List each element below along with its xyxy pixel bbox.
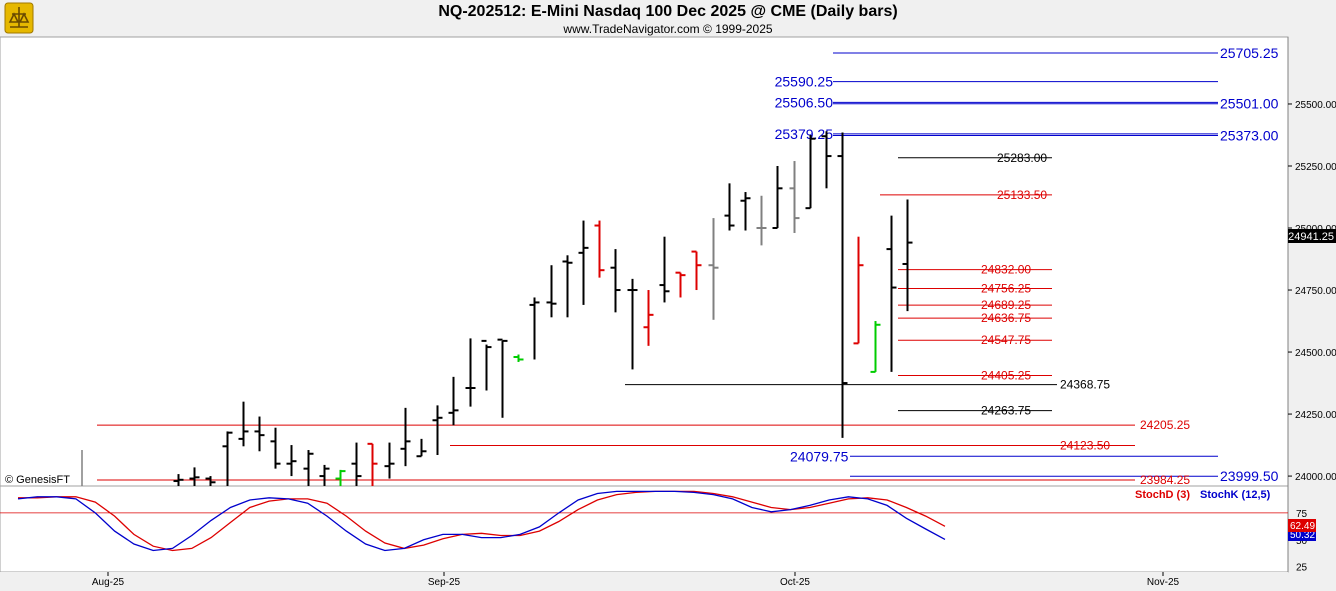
stoch-tick-label: 75 — [1296, 509, 1308, 520]
date-axis — [0, 572, 1288, 591]
price-tick-label: 24000.00 — [1295, 472, 1336, 483]
level-label: 25506.50 — [775, 94, 834, 110]
level-label: 24123.50 — [1060, 438, 1110, 452]
level-label: 25379.25 — [775, 126, 834, 142]
level-label: 25705.25 — [1220, 45, 1279, 61]
level-label: 24832.00 — [981, 263, 1031, 277]
level-label: 23999.50 — [1220, 468, 1279, 484]
last-price-badge — [1288, 229, 1336, 243]
price-tick-label: 24500.00 — [1295, 348, 1336, 359]
chart-header: NQ-202512: E-Mini Nasdaq 100 Dec 2025 @ … — [0, 0, 1336, 37]
level-label: 24636.75 — [981, 311, 1031, 325]
date-tick-label: Oct-25 — [780, 577, 810, 588]
level-label: 24547.75 — [981, 333, 1031, 347]
chart-title: NQ-202512: E-Mini Nasdaq 100 Dec 2025 @ … — [438, 3, 898, 20]
stoch-d-legend: StochD (3) — [1135, 489, 1190, 501]
level-label: 25283.00 — [997, 151, 1047, 165]
price-panel — [0, 36, 1289, 487]
price-axis — [1288, 37, 1336, 572]
stoch-tick-label: 50 — [1296, 536, 1308, 547]
stochastic-lines: 75 50 25 — [0, 490, 1308, 574]
price-tick-label: 24250.00 — [1295, 410, 1336, 421]
stoch-d-value: 62.49 — [1290, 521, 1315, 532]
date-axis-ticks: Aug-25 Sep-25 Oct-25 Nov-25 — [92, 572, 1180, 588]
level-label: 25373.00 — [1220, 127, 1279, 143]
price-tick-label: 24750.00 — [1295, 286, 1336, 297]
stoch-k-line — [17, 490, 946, 552]
stoch-k-value: 50.32 — [1290, 530, 1315, 541]
level-label: 25590.25 — [775, 74, 834, 90]
level-label: 23984.25 — [1140, 473, 1190, 487]
date-tick-label: Aug-25 — [92, 577, 125, 588]
level-label: 24756.25 — [981, 281, 1031, 295]
level-lines: 25705.25 25590.25 25506.50 25501.00 25379.25… — [97, 45, 1279, 487]
date-tick-label: Nov-25 — [1147, 577, 1180, 588]
price-bars — [81, 131, 913, 486]
stoch-k-legend: StochK (12,5) — [1200, 489, 1271, 501]
level-label: 24205.25 — [1140, 418, 1190, 432]
level-label: 25133.50 — [997, 188, 1047, 202]
level-label: 24079.75 — [790, 448, 849, 464]
stoch-d-badge — [1288, 519, 1316, 532]
level-label: 24263.75 — [981, 404, 1031, 418]
stoch-tick-label: 25 — [1296, 563, 1308, 574]
stochastic-panel — [0, 485, 1289, 573]
level-label: 24689.25 — [981, 298, 1031, 312]
price-tick-label: 25250.00 — [1295, 162, 1336, 173]
level-label: 24368.75 — [1060, 378, 1110, 392]
watermark: © GenesisFT — [5, 474, 70, 486]
price-tick-label: 25500.00 — [1295, 100, 1336, 111]
last-price-label: 24941.25 — [1288, 231, 1334, 243]
trade-navigator-logo-icon — [4, 2, 34, 34]
date-tick-label: Sep-25 — [428, 577, 461, 588]
chart-subtitle: www.TradeNavigator.com © 1999-2025 — [563, 22, 773, 36]
level-label: 24405.25 — [981, 369, 1031, 383]
level-label: 25501.00 — [1220, 96, 1279, 112]
